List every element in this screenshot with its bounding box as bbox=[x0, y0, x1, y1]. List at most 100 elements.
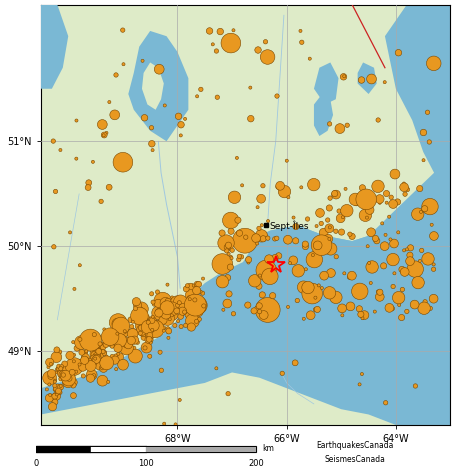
Point bbox=[224, 274, 231, 282]
Point bbox=[71, 366, 79, 373]
Point bbox=[156, 65, 163, 73]
Point bbox=[227, 217, 234, 224]
Point bbox=[247, 115, 254, 122]
Point bbox=[96, 333, 103, 340]
Point bbox=[119, 26, 126, 34]
Point bbox=[193, 298, 201, 306]
Point bbox=[407, 244, 414, 252]
Point bbox=[313, 306, 321, 313]
Point bbox=[119, 327, 126, 335]
Point bbox=[126, 339, 133, 347]
Point bbox=[87, 336, 94, 344]
Point bbox=[156, 309, 163, 316]
Point bbox=[219, 281, 226, 289]
Point bbox=[347, 303, 354, 310]
Point bbox=[199, 290, 206, 297]
Text: 0: 0 bbox=[34, 459, 39, 467]
Point bbox=[138, 326, 146, 334]
Point bbox=[295, 267, 302, 275]
Point bbox=[292, 223, 299, 230]
Point bbox=[106, 184, 113, 191]
Point bbox=[403, 308, 410, 315]
Point bbox=[127, 316, 135, 324]
Point bbox=[72, 368, 80, 375]
Point bbox=[93, 354, 100, 362]
Point bbox=[136, 312, 143, 320]
Point bbox=[188, 323, 195, 331]
Point bbox=[99, 377, 106, 384]
Point bbox=[326, 224, 334, 231]
Point bbox=[134, 339, 141, 346]
Point bbox=[415, 279, 422, 286]
Point bbox=[320, 272, 328, 279]
Point bbox=[53, 391, 61, 398]
Point bbox=[337, 214, 344, 222]
Point bbox=[90, 372, 97, 380]
Point bbox=[380, 262, 387, 269]
Point bbox=[278, 369, 286, 377]
Point bbox=[91, 331, 98, 338]
Point bbox=[146, 353, 153, 360]
Point bbox=[263, 267, 270, 274]
Point bbox=[69, 368, 76, 376]
Point bbox=[191, 294, 198, 301]
Point bbox=[173, 307, 180, 315]
Point bbox=[140, 318, 147, 325]
Point bbox=[147, 339, 154, 347]
Point bbox=[326, 204, 333, 212]
Point bbox=[157, 301, 165, 308]
Point bbox=[372, 235, 379, 242]
Point bbox=[362, 212, 369, 219]
Point bbox=[400, 247, 408, 254]
Point bbox=[142, 312, 149, 320]
Point bbox=[92, 355, 100, 363]
Point bbox=[168, 311, 175, 319]
Point bbox=[332, 227, 339, 235]
Point bbox=[346, 273, 353, 281]
Point bbox=[395, 301, 403, 309]
Point bbox=[146, 321, 153, 328]
Point bbox=[371, 308, 379, 315]
Point bbox=[242, 234, 249, 241]
Point bbox=[182, 322, 189, 329]
Point bbox=[152, 325, 159, 333]
Point bbox=[133, 298, 140, 305]
Point bbox=[179, 305, 187, 313]
Point bbox=[57, 146, 64, 154]
Point bbox=[64, 379, 71, 386]
Point bbox=[78, 339, 85, 346]
Point bbox=[389, 256, 397, 263]
Point bbox=[102, 341, 110, 348]
Point bbox=[302, 241, 309, 248]
Point bbox=[427, 304, 434, 312]
Point bbox=[168, 311, 175, 319]
Text: EarthquakesCanada: EarthquakesCanada bbox=[316, 440, 394, 450]
Point bbox=[256, 302, 263, 310]
Point bbox=[158, 367, 165, 374]
Point bbox=[160, 327, 167, 334]
Point bbox=[192, 301, 199, 309]
Point bbox=[366, 206, 373, 214]
Point bbox=[129, 318, 136, 325]
Point bbox=[92, 345, 100, 353]
Point bbox=[103, 129, 110, 137]
Point bbox=[197, 297, 204, 305]
Point bbox=[194, 297, 202, 304]
Point bbox=[121, 327, 128, 335]
Point bbox=[374, 183, 382, 190]
Point bbox=[150, 322, 157, 329]
Point bbox=[258, 221, 265, 229]
Point bbox=[348, 272, 355, 279]
Point bbox=[398, 314, 405, 321]
Point bbox=[244, 301, 252, 309]
Point bbox=[46, 374, 53, 382]
Point bbox=[225, 290, 233, 297]
Point bbox=[161, 102, 168, 109]
Point bbox=[118, 363, 126, 370]
Point bbox=[171, 297, 178, 305]
Point bbox=[50, 243, 57, 250]
Point bbox=[261, 269, 268, 277]
Point bbox=[186, 302, 193, 310]
Point bbox=[309, 251, 317, 259]
Point bbox=[400, 184, 408, 191]
